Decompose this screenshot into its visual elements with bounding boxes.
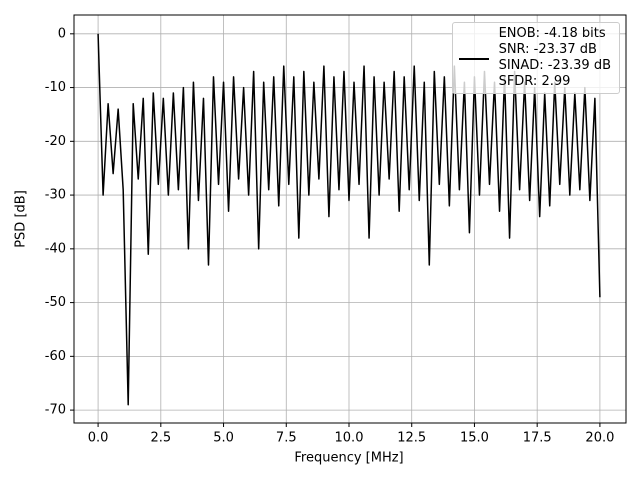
data-line [97,33,601,406]
y-axis-label: PSD [dB] [14,190,29,248]
plot-frame [73,14,627,424]
legend: ENOB: -4.18 bits SNR: -23.37 dB SINAD: -… [451,22,620,94]
x-tick-label: 20.0 [585,431,614,446]
y-tick-label: -50 [45,295,66,310]
legend-swatch [458,58,489,60]
y-tick-label: -60 [45,349,66,364]
x-tick-label: 17.5 [523,431,552,446]
x-tick-label: 12.5 [397,431,426,446]
x-tick-label: 5.0 [213,431,234,446]
x-tick-label: 7.5 [276,431,297,446]
y-tick-label: 0 [58,26,66,41]
x-tick-label: 15.0 [460,431,489,446]
y-tick-label: -10 [45,80,66,95]
y-tick-label: -30 [45,188,66,203]
x-tick-label: 2.5 [150,431,171,446]
x-axis-label: Frequency [MHz] [294,451,403,466]
y-tick-label: -70 [45,403,66,418]
y-tick-label: -20 [45,134,66,149]
y-tick-label: -40 [45,241,66,256]
x-tick-label: 10.0 [335,431,364,446]
x-tick-label: 0.0 [88,431,109,446]
legend-label: ENOB: -4.18 bits SNR: -23.37 dB SINAD: -… [498,26,611,89]
